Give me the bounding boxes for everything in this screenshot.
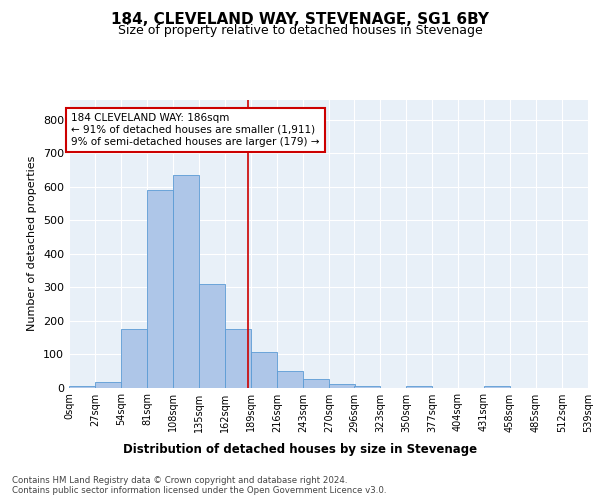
Bar (406, 386, 432, 388)
Bar (95, 382, 121, 388)
Y-axis label: Number of detached properties: Number of detached properties (28, 156, 37, 332)
Bar (329, 384, 355, 388)
Bar (199, 284, 225, 388)
Text: Size of property relative to detached houses in Stevenage: Size of property relative to detached ho… (118, 24, 482, 37)
Text: Contains HM Land Registry data © Crown copyright and database right 2024.
Contai: Contains HM Land Registry data © Crown c… (12, 476, 386, 495)
Bar (225, 329, 251, 388)
Bar (173, 175, 199, 388)
Bar (484, 386, 510, 388)
Bar (303, 379, 329, 388)
Bar (147, 190, 173, 388)
Bar (354, 386, 380, 388)
Text: 184, CLEVELAND WAY, STEVENAGE, SG1 6BY: 184, CLEVELAND WAY, STEVENAGE, SG1 6BY (111, 12, 489, 28)
Text: 184 CLEVELAND WAY: 186sqm
← 91% of detached houses are smaller (1,911)
9% of sem: 184 CLEVELAND WAY: 186sqm ← 91% of detac… (71, 114, 319, 146)
Bar (251, 352, 277, 388)
Bar (121, 329, 147, 388)
Bar (69, 386, 95, 388)
Bar (277, 371, 303, 388)
Text: Distribution of detached houses by size in Stevenage: Distribution of detached houses by size … (123, 442, 477, 456)
